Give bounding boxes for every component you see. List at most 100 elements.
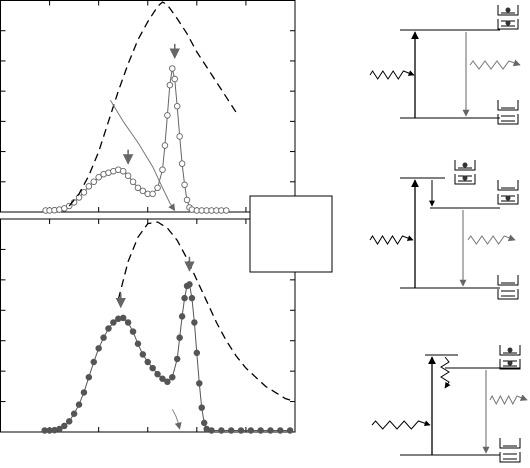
electron xyxy=(505,20,511,26)
icon xyxy=(499,359,521,370)
data-point xyxy=(134,184,142,192)
data-point xyxy=(154,370,161,378)
data-point xyxy=(80,189,88,196)
data-point xyxy=(218,427,225,434)
icon xyxy=(497,19,519,30)
icon xyxy=(497,100,519,111)
dashed-curve xyxy=(117,221,296,403)
data-point xyxy=(200,419,208,427)
data-point xyxy=(65,418,73,425)
data-point xyxy=(173,102,181,110)
data-point xyxy=(198,404,205,411)
data-point xyxy=(119,167,127,175)
data-point xyxy=(227,427,235,434)
data-point xyxy=(154,184,161,192)
data-point xyxy=(286,427,294,434)
data-point xyxy=(95,345,102,352)
data-point xyxy=(144,358,151,366)
data-point xyxy=(80,389,88,396)
wavy-in xyxy=(369,70,415,80)
electron xyxy=(505,7,511,13)
data-point xyxy=(173,355,181,363)
data-point xyxy=(164,378,171,386)
data-point xyxy=(169,373,176,381)
inset-box xyxy=(249,195,333,273)
icon xyxy=(497,114,519,125)
data-point xyxy=(159,166,166,173)
data-point xyxy=(176,334,183,341)
data-point xyxy=(159,375,166,383)
data-point xyxy=(105,325,112,332)
data-point xyxy=(181,181,188,189)
wavy-in xyxy=(369,235,414,245)
data-point xyxy=(139,351,147,358)
data-point xyxy=(124,172,132,179)
data-point xyxy=(85,183,93,190)
wavy-out xyxy=(489,394,528,406)
icon xyxy=(497,289,519,300)
data-point xyxy=(90,358,98,366)
data-point xyxy=(186,281,193,288)
data-point xyxy=(95,174,102,181)
data-point xyxy=(134,340,142,348)
data-point xyxy=(223,207,230,214)
data-point xyxy=(149,190,156,198)
electron xyxy=(462,175,468,181)
data-point xyxy=(193,349,201,357)
energy-diagrams xyxy=(369,5,528,463)
data-point xyxy=(100,334,107,341)
data-point xyxy=(169,65,176,72)
data-point xyxy=(85,373,93,381)
dashed-curve xyxy=(68,1,237,207)
icon xyxy=(499,452,521,463)
icon xyxy=(454,174,476,185)
data-point xyxy=(90,178,98,186)
wavy-in xyxy=(371,420,431,430)
data-point xyxy=(56,425,63,433)
data-point xyxy=(257,427,264,434)
data-point xyxy=(178,160,186,167)
arrow-curve xyxy=(109,99,176,212)
electron xyxy=(462,162,468,168)
data-point xyxy=(70,410,78,417)
data-point xyxy=(191,319,198,326)
data-point xyxy=(277,427,284,434)
data-point xyxy=(161,142,169,149)
icon xyxy=(497,180,519,191)
series-line xyxy=(44,283,291,431)
data-point xyxy=(176,133,183,140)
data-point xyxy=(149,364,156,372)
data-point xyxy=(75,401,83,408)
electron xyxy=(507,360,513,366)
plots xyxy=(0,0,296,434)
icon xyxy=(454,160,476,171)
data-point xyxy=(61,422,68,430)
plot-frame xyxy=(0,0,296,213)
electron xyxy=(505,195,511,201)
data-point xyxy=(166,81,174,89)
data-point xyxy=(110,319,117,326)
electron xyxy=(507,347,513,353)
data-point xyxy=(247,427,255,434)
data-point xyxy=(183,196,191,204)
data-point xyxy=(181,294,188,302)
data-point xyxy=(267,427,274,434)
icon xyxy=(497,275,519,286)
wavy-out xyxy=(467,234,516,245)
data-point xyxy=(139,187,147,195)
data-point xyxy=(178,313,186,320)
icon xyxy=(499,438,521,449)
icon xyxy=(499,345,521,356)
icon xyxy=(497,194,519,205)
data-point xyxy=(208,427,215,434)
data-point xyxy=(171,75,178,83)
wavy-out xyxy=(469,59,521,70)
data-point xyxy=(164,112,171,119)
data-point xyxy=(129,178,137,186)
data-point xyxy=(124,319,132,326)
data-point xyxy=(129,328,137,335)
data-point xyxy=(196,380,203,387)
relaxation xyxy=(440,356,451,389)
icon xyxy=(497,5,519,16)
